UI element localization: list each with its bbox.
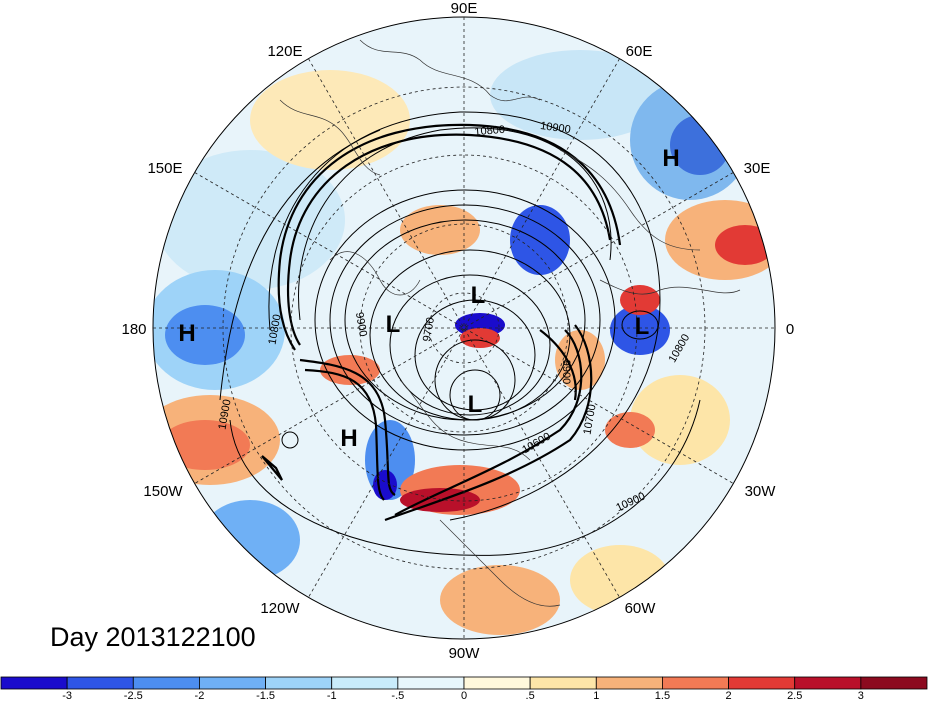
colorbar-tick-label: -1.5 <box>256 690 275 702</box>
colorbar-swatch <box>265 676 333 690</box>
low-center-marker: L <box>471 282 486 309</box>
lon-label-90w: 90W <box>449 645 481 662</box>
lon-label-120w: 120W <box>260 600 300 617</box>
colorbar-tick-label: 2 <box>726 690 732 702</box>
colorbar-swatch <box>463 676 531 690</box>
colorbar-swatch <box>66 676 134 690</box>
contour-label: 9900 <box>560 360 572 384</box>
contour-label: 10900 <box>539 120 571 136</box>
colorbar-swatch <box>0 676 68 690</box>
day-label: Day 2013122100 <box>50 622 256 652</box>
colorbar-swatch <box>662 676 729 690</box>
colorbar-swatch <box>331 676 399 690</box>
high-center-marker: H <box>178 320 195 347</box>
anomaly-shading <box>153 17 775 639</box>
low-center-marker: L <box>635 313 650 340</box>
colorbar-swatch <box>132 676 200 690</box>
colorbar-swatch <box>860 676 928 690</box>
lon-label-30e: 30E <box>744 160 771 177</box>
height-contours <box>219 111 701 556</box>
lon-label-120e: 120E <box>267 43 302 60</box>
lon-label-90e: 90E <box>451 0 478 17</box>
colorbar-tick-label: -3 <box>62 690 72 702</box>
high-center-marker: H <box>662 145 679 172</box>
lon-label-30w: 30W <box>745 483 777 500</box>
colorbar-tick-label: 1 <box>593 690 599 702</box>
colorbar-swatch <box>794 676 862 690</box>
graticule <box>152 16 776 640</box>
pressure-centers: H H H L L L L <box>178 145 679 452</box>
contour-label: 9900 <box>353 311 369 337</box>
colorbar-swatch <box>595 676 663 690</box>
colorbar-tick-label: -1 <box>327 690 337 702</box>
colorbar-swatch <box>529 676 597 690</box>
contour-label: 10800 <box>266 313 283 345</box>
lon-label-150w: 150W <box>143 483 183 500</box>
colorbar-swatch <box>728 676 796 690</box>
colorbar-swatch <box>199 676 266 690</box>
low-center-marker: L <box>468 391 483 418</box>
lon-label-0: 0 <box>786 321 794 338</box>
lon-label-60w: 60W <box>625 600 657 617</box>
lon-label-180: 180 <box>121 321 146 338</box>
colorbar-tick-label: .5 <box>526 690 535 702</box>
colorbar-tick-label: 0 <box>461 690 467 702</box>
colorbar-swatch <box>397 676 465 690</box>
colorbar-tick-label: -.5 <box>391 690 404 702</box>
colorbar-tick-label: 3 <box>858 690 864 702</box>
colorbar-tick-label: 2.5 <box>787 690 802 702</box>
colorbar-tick-label: -2 <box>195 690 205 702</box>
colorbar-tick-label: 1.5 <box>655 690 670 702</box>
colorbar: -3 -2.5 -2 -1.5 -1 -.5 0 .5 1 1.5 2 2.5 3 <box>0 676 928 702</box>
low-center-marker: L <box>386 311 401 338</box>
coastlines <box>279 39 741 607</box>
lon-label-150e: 150E <box>147 160 182 177</box>
contour-label: 10700 <box>581 403 598 435</box>
contour-label: 10900 <box>216 398 233 430</box>
high-center-marker: H <box>340 425 357 452</box>
contour-label: 9700 <box>421 316 437 342</box>
jet-contours <box>261 123 622 522</box>
lon-label-60e: 60E <box>626 43 653 60</box>
colorbar-tick-label: -2.5 <box>124 690 143 702</box>
longitude-labels: 90E 120E 60E 150E 30E 180 0 150W 30W 120… <box>121 0 794 662</box>
contour-label: 10800 <box>474 124 506 139</box>
